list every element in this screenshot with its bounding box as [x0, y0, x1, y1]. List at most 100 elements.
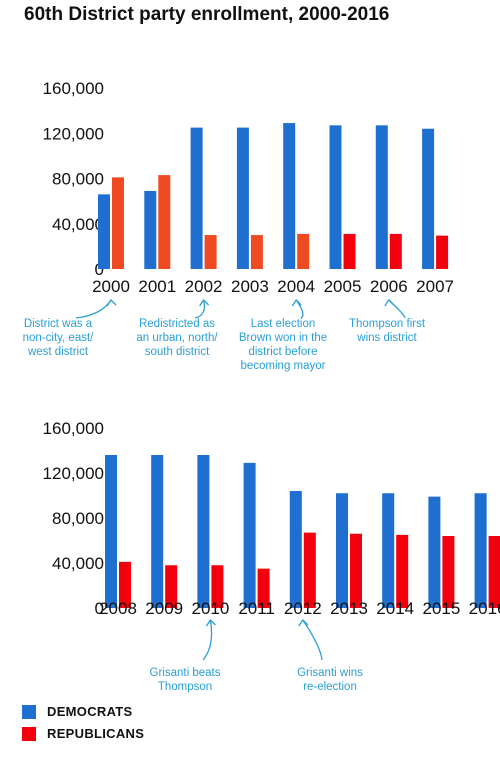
annotation-text: becoming mayor	[240, 360, 325, 372]
bar-republicans-2002	[204, 235, 217, 269]
y-tick-label: 160,000	[43, 79, 104, 98]
legend-democrats-swatch	[22, 704, 36, 719]
y-tick-label: 40,000	[52, 215, 104, 234]
legend-republicans: REPUBLICANS	[22, 726, 144, 741]
annotation-text: District was a	[24, 318, 93, 330]
annotation-text: Last election	[251, 318, 316, 330]
y-tick-label: 80,000	[52, 509, 104, 528]
x-tick-label-2002: 2002	[185, 277, 223, 296]
y-tick-label: 120,000	[43, 124, 104, 143]
annotation-arrow	[194, 299, 206, 319]
annotation-arrowhead	[298, 618, 309, 627]
bar-democrats-2016	[474, 493, 487, 608]
x-tick-label-2012: 2012	[284, 599, 322, 618]
bar-republicans-2014	[396, 534, 409, 608]
bar-republicans-2008	[119, 561, 131, 608]
chart-title: 60th District party enrollment, 2000-201…	[24, 4, 390, 25]
y-tick-label: 120,000	[43, 464, 104, 483]
x-tick-label-2011: 2011	[238, 599, 275, 618]
bar-republicans-2013	[350, 533, 362, 608]
annotation-2006: Thompson first wins district	[349, 298, 426, 344]
x-tick-label-2001: 2001	[138, 277, 176, 296]
x-tick-label-2016: 2016	[469, 599, 500, 618]
x-tick-label-2005: 2005	[324, 277, 362, 296]
bar-democrats-2006	[375, 125, 388, 269]
bar-democrats-2008	[105, 455, 117, 608]
annotation-arrowhead	[384, 298, 395, 307]
annotation-text: an urban, north/	[136, 332, 218, 344]
annotation-arrowhead	[199, 298, 210, 307]
y-tick-label: 0	[95, 260, 104, 279]
bar-democrats-2015	[428, 496, 441, 608]
y-tick-label: 160,000	[43, 419, 104, 438]
x-tick-label-2015: 2015	[422, 599, 460, 618]
annotation-arrowhead	[205, 618, 216, 627]
annotation-arrow	[302, 619, 323, 661]
x-tick-label-2014: 2014	[376, 599, 414, 618]
bar-democrats-2013	[336, 493, 348, 608]
bar-republicans-2016	[488, 536, 500, 608]
bar-democrats-2005	[329, 125, 342, 269]
x-tick-label-2010: 2010	[191, 599, 229, 618]
bar-democrats-2009	[151, 455, 164, 608]
bar-republicans-2007	[436, 235, 449, 269]
bar-republicans-2006	[389, 233, 402, 269]
y-tick-label: 40,000	[52, 554, 104, 573]
annotation-text: Brown won in the	[239, 332, 327, 344]
annotation-text: re-election	[303, 681, 357, 693]
bar-republicans-2012	[303, 532, 316, 608]
annotation-2010: Grisanti beats Thompson	[150, 618, 221, 693]
annotation-arrow	[75, 299, 112, 319]
bar-republicans-2011	[257, 568, 270, 608]
legend-democrats-label: DEMOCRATS	[47, 704, 133, 719]
bar-republicans-2009	[165, 565, 178, 608]
bar-democrats-2000	[98, 194, 110, 269]
bar-republicans-2015	[442, 536, 455, 608]
bar-republicans-2010	[211, 565, 224, 608]
legend-republicans-swatch	[22, 726, 36, 741]
y-tick-label: 80,000	[52, 170, 104, 189]
annotation-text: Redistricted as	[139, 318, 215, 330]
x-tick-label-2009: 2009	[145, 599, 183, 618]
x-tick-label-2008: 2008	[99, 599, 137, 618]
bar-democrats-2004	[283, 123, 296, 269]
bar-democrats-2001	[144, 190, 157, 269]
annotation-text: district before	[248, 346, 317, 358]
bar-democrats-2002	[190, 127, 203, 269]
bar-republicans-2005	[343, 233, 356, 269]
annotation-text: Grisanti beats	[150, 667, 221, 679]
annotation-arrowhead	[106, 298, 117, 307]
x-tick-label-2007: 2007	[416, 277, 454, 296]
annotation-arrowhead	[291, 298, 302, 307]
bar-republicans-2004	[297, 233, 310, 269]
y-tick-label: 0	[95, 599, 104, 618]
legend-democrats: DEMOCRATS	[22, 704, 133, 719]
annotation-text: Thompson first	[349, 318, 426, 330]
annotation-text: Grisanti wins	[297, 667, 363, 679]
annotation-2000: District was a non-city, east/west distri…	[23, 298, 117, 358]
x-tick-label-2013: 2013	[330, 599, 368, 618]
x-tick-label-2004: 2004	[277, 277, 315, 296]
annotation-text: west district	[27, 346, 89, 358]
bar-democrats-2003	[236, 127, 249, 269]
annotation-text: south district	[145, 346, 210, 358]
x-tick-label-2000: 2000	[92, 277, 130, 296]
annotation-text: non-city, east/	[23, 332, 95, 344]
annotation-text: wins district	[356, 332, 417, 344]
bar-republicans-2000	[112, 177, 124, 269]
bar-democrats-2011	[243, 462, 256, 608]
annotation-2012: Grisanti wins re-election	[297, 618, 363, 693]
annotation-2004: Last election Brown won in the district be…	[239, 298, 327, 372]
bar-democrats-2014	[382, 493, 395, 608]
bar-republicans-2001	[158, 175, 171, 269]
annotation-2002: Redistricted as an urban, north/south dis…	[136, 298, 218, 358]
annotation-arrow	[202, 619, 213, 661]
legend-republicans-label: REPUBLICANS	[47, 726, 145, 741]
annotation-text: Thompson	[158, 681, 212, 693]
bar-democrats-2012	[289, 491, 302, 608]
bar-republicans-2003	[250, 235, 263, 269]
bar-democrats-2010	[197, 455, 210, 608]
